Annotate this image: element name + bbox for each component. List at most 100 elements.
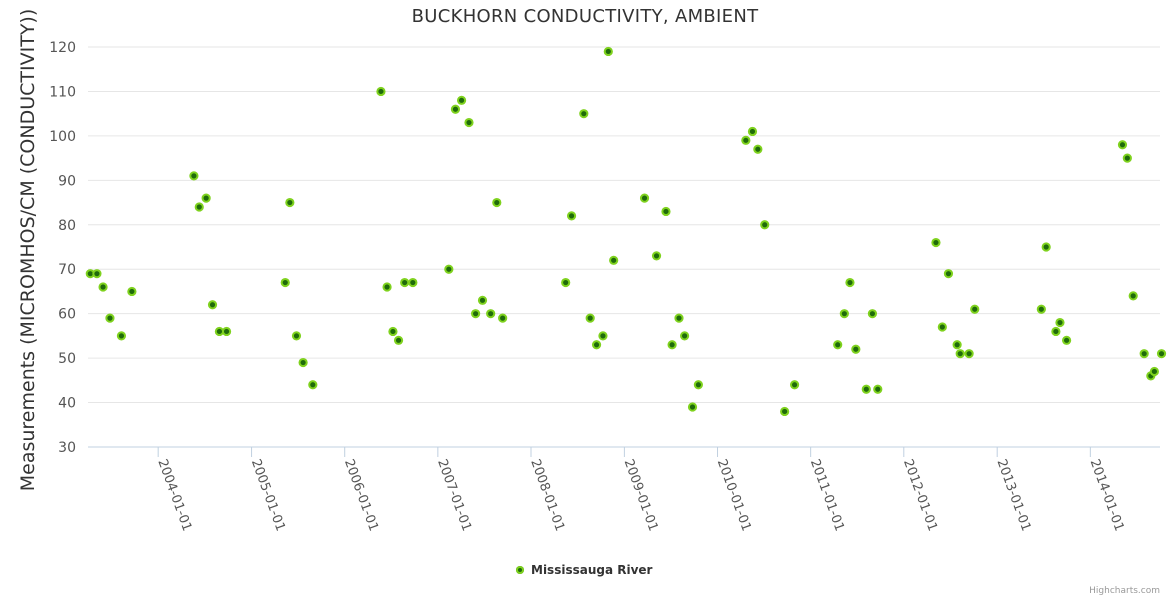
data-point[interactable]	[680, 331, 690, 341]
data-point[interactable]	[1051, 326, 1061, 337]
data-point[interactable]	[566, 211, 577, 221]
y-tick-label: 70	[58, 262, 76, 278]
x-tick-label: 2011-01-01	[807, 457, 847, 533]
data-point[interactable]	[667, 340, 677, 350]
data-point[interactable]	[1149, 366, 1159, 377]
data-point[interactable]	[1041, 242, 1051, 252]
data-point[interactable]	[760, 220, 770, 230]
data-point[interactable]	[477, 295, 488, 305]
data-point[interactable]	[105, 313, 115, 323]
data-point[interactable]	[851, 344, 861, 354]
data-point[interactable]	[789, 380, 800, 390]
data-point[interactable]	[464, 117, 474, 128]
data-point[interactable]	[382, 282, 392, 292]
data-point[interactable]	[687, 402, 698, 412]
y-tick-label: 110	[49, 84, 76, 100]
data-point[interactable]	[471, 309, 481, 319]
data-point[interactable]	[970, 304, 980, 314]
data-point[interactable]	[1062, 335, 1072, 345]
data-point[interactable]	[585, 313, 595, 323]
legend-label: Mississauga River	[531, 563, 653, 577]
legend-marker-icon	[516, 566, 524, 574]
data-point[interactable]	[780, 406, 790, 417]
data-point[interactable]	[943, 269, 954, 279]
data-point[interactable]	[591, 340, 602, 350]
data-point[interactable]	[609, 255, 619, 265]
data-point[interactable]	[561, 277, 571, 288]
data-point[interactable]	[444, 264, 454, 274]
data-point[interactable]	[127, 286, 137, 297]
data-point[interactable]	[393, 335, 404, 345]
data-point[interactable]	[1139, 349, 1149, 359]
data-point[interactable]	[308, 380, 318, 390]
data-point[interactable]	[651, 251, 662, 261]
y-tick-label: 90	[58, 173, 76, 189]
data-point[interactable]	[486, 309, 496, 319]
data-point[interactable]	[693, 380, 703, 390]
data-point[interactable]	[639, 193, 650, 203]
y-tick-label: 100	[49, 129, 76, 145]
data-point[interactable]	[955, 349, 965, 359]
x-tick-label: 2006-01-01	[341, 457, 381, 533]
data-point[interactable]	[1156, 349, 1167, 359]
y-tick-label: 120	[49, 40, 76, 56]
data-point[interactable]	[952, 340, 962, 350]
data-point[interactable]	[92, 269, 102, 279]
y-tick-label: 30	[58, 440, 76, 456]
data-point[interactable]	[221, 326, 232, 337]
x-tick-label: 2012-01-01	[900, 457, 940, 533]
data-point[interactable]	[845, 277, 855, 288]
data-point[interactable]	[661, 206, 671, 217]
data-point[interactable]	[291, 331, 302, 341]
data-point[interactable]	[747, 126, 758, 137]
data-point[interactable]	[201, 193, 211, 203]
x-tick-label: 2009-01-01	[621, 457, 661, 533]
data-point[interactable]	[833, 340, 843, 350]
data-point[interactable]	[873, 384, 883, 394]
data-point[interactable]	[741, 135, 751, 145]
data-point[interactable]	[285, 197, 295, 208]
data-point[interactable]	[931, 237, 941, 248]
data-point[interactable]	[1036, 304, 1046, 314]
y-tick-label: 40	[58, 396, 76, 412]
data-point[interactable]	[214, 326, 225, 337]
data-point[interactable]	[450, 104, 461, 114]
data-point[interactable]	[753, 144, 763, 154]
chart-title: BUCKHORN CONDUCTIVITY, AMBIENT	[411, 6, 759, 27]
data-point[interactable]	[579, 109, 589, 119]
data-point[interactable]	[408, 277, 418, 288]
data-point[interactable]	[861, 384, 871, 394]
data-point[interactable]	[603, 46, 613, 57]
data-point[interactable]	[1128, 291, 1138, 301]
data-point[interactable]	[492, 197, 502, 208]
data-point[interactable]	[388, 326, 398, 337]
data-point[interactable]	[498, 313, 508, 323]
data-point[interactable]	[867, 309, 878, 319]
data-point[interactable]	[98, 282, 108, 292]
data-point[interactable]	[964, 349, 974, 359]
x-tick-label: 2007-01-01	[434, 457, 474, 533]
data-point[interactable]	[1122, 153, 1132, 163]
data-point[interactable]	[598, 331, 608, 341]
data-point[interactable]	[1117, 140, 1128, 150]
data-point[interactable]	[207, 300, 218, 310]
data-point[interactable]	[839, 309, 849, 319]
x-tick-label: 2014-01-01	[1087, 457, 1127, 533]
data-point[interactable]	[194, 202, 204, 212]
data-point[interactable]	[674, 313, 684, 323]
data-point[interactable]	[280, 277, 290, 288]
data-point[interactable]	[1055, 317, 1065, 328]
y-tick-label: 80	[58, 218, 76, 234]
legend-item-mississauga-river[interactable]: Mississauga River	[516, 563, 652, 577]
data-point[interactable]	[937, 322, 947, 332]
data-point[interactable]	[400, 277, 410, 288]
x-tick-label: 2004-01-01	[154, 457, 194, 533]
credits-link[interactable]: Highcharts.com	[1089, 586, 1160, 596]
x-tick-label: 2010-01-01	[714, 457, 754, 533]
data-point[interactable]	[116, 331, 127, 341]
data-point[interactable]	[189, 171, 199, 181]
data-point[interactable]	[298, 357, 308, 368]
data-point[interactable]	[456, 95, 467, 105]
data-point[interactable]	[376, 86, 386, 97]
